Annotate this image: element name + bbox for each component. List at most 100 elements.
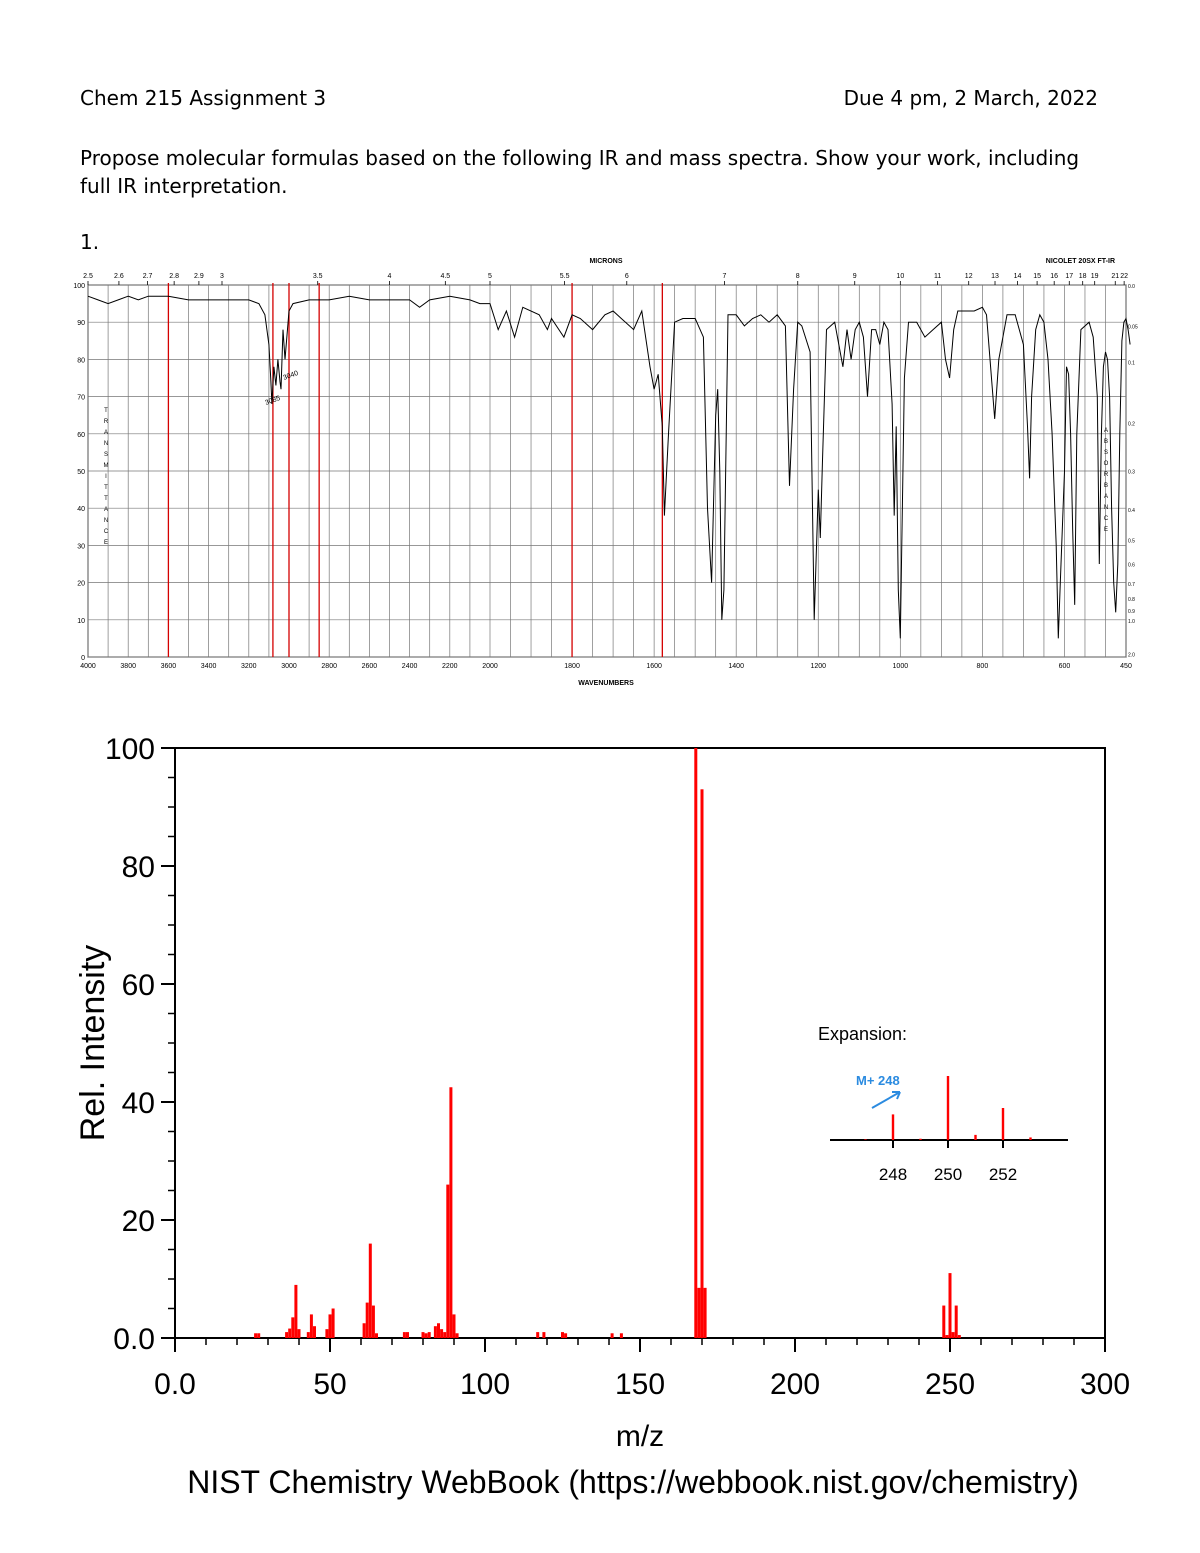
- ms-peak: [561, 1332, 564, 1338]
- ir-micron-tick-label: 4: [388, 273, 392, 280]
- ms-peak: [948, 1273, 952, 1338]
- ir-side-label-letter: C: [104, 529, 109, 535]
- ir-peak-label-3085: 3085: [264, 395, 281, 407]
- inset-peaks: [864, 1076, 1032, 1140]
- ir-wavenumber-tick-label: 3800: [120, 663, 136, 670]
- ir-wavenumber-tick-label: 800: [977, 663, 989, 670]
- ir-wavenumber-tick-label: 4000: [80, 663, 96, 670]
- ir-micron-tick-label: 22: [1120, 273, 1128, 280]
- ms-expansion-inset: Expansion: 248 250 252 M+ 248: [818, 1024, 1068, 1184]
- ir-micron-tick-label: 17: [1065, 273, 1073, 280]
- inset-tick-label: 252: [989, 1165, 1017, 1184]
- ir-micron-tick-label: 11: [934, 273, 941, 280]
- ms-x-tick-label: 250: [925, 1368, 975, 1401]
- ir-micron-tick-label: 14: [1014, 273, 1022, 280]
- ir-absorbance-tick-label: 0.05: [1128, 324, 1138, 330]
- inset-peak: [864, 1139, 867, 1140]
- ms-x-tick-label: 0.0: [154, 1368, 196, 1401]
- ms-y-tick-label: 0.0: [113, 1323, 155, 1356]
- ms-peak: [700, 789, 704, 1338]
- ir-side-label-letter: T: [104, 496, 108, 502]
- ir-micron-tick-label: 10: [896, 273, 904, 280]
- ms-peak: [306, 1332, 310, 1338]
- ir-micron-tick-label: 2.7: [143, 273, 153, 280]
- ir-wavenumber-tick-label: 450: [1120, 663, 1132, 670]
- ms-peak: [291, 1317, 295, 1338]
- ms-x-axis-label: m/z: [616, 1420, 664, 1453]
- ir-y-tick-label: 10: [77, 618, 85, 625]
- ir-side-label-letter: A: [104, 507, 108, 513]
- ir-wavenumber-tick-label: 2200: [442, 663, 458, 670]
- ms-peak: [309, 1314, 313, 1338]
- ir-side-label-letter: N: [1104, 505, 1108, 511]
- ir-micron-tick-label: 4.5: [440, 273, 450, 280]
- ir-instrument-label: NICOLET 20SX FT-IR: [1046, 258, 1115, 265]
- question-number: 1.: [80, 230, 100, 254]
- ms-peak: [433, 1326, 437, 1338]
- inset-peak: [1029, 1137, 1032, 1140]
- ms-peak: [294, 1284, 298, 1338]
- ms-source-credit: NIST Chemistry WebBook (https://webbook.…: [187, 1464, 1079, 1500]
- ms-peak: [254, 1333, 258, 1338]
- ms-peak: [375, 1333, 378, 1338]
- ir-wavenumber-tick-label: 2800: [321, 663, 337, 670]
- inset-title: Expansion:: [818, 1024, 907, 1044]
- ir-micron-tick-label: 16: [1050, 273, 1058, 280]
- ms-y-tick-label: 80: [122, 851, 155, 884]
- ir-side-label-letter: N: [104, 518, 108, 524]
- ir-peak-label-3040: 3040: [282, 370, 299, 382]
- ir-side-label-letter: N: [104, 441, 108, 447]
- inset-annotation: M+ 248: [856, 1073, 900, 1088]
- ms-peak: [424, 1333, 428, 1338]
- ir-side-label-letter: T: [104, 408, 108, 414]
- inset-tick-label: 250: [934, 1165, 962, 1184]
- ir-y-tick-label: 70: [77, 395, 85, 402]
- ir-micron-tick-label: 3: [220, 273, 224, 280]
- instructions: Propose molecular formulas based on the …: [80, 146, 1080, 198]
- ms-peak: [619, 1333, 623, 1338]
- ir-absorbance-tick-label: 0.6: [1128, 563, 1135, 569]
- ir-reference-markers: [167, 283, 663, 657]
- ir-absorbance-tick-label: 0.1: [1128, 361, 1135, 367]
- ir-micron-tick-label: 21: [1111, 273, 1119, 280]
- ir-spectrum-line: [87, 295, 1131, 639]
- ir-y-tick-label: 40: [77, 506, 85, 513]
- ir-absorbance-tick-label: 0.2: [1128, 421, 1135, 427]
- ir-wavenumber-tick-label: 2600: [362, 663, 378, 670]
- ms-peak: [536, 1332, 540, 1338]
- ms-y-tick-label: 100: [105, 733, 155, 766]
- ir-side-label-letter: S: [1104, 450, 1108, 456]
- ir-side-label-letter: R: [1104, 472, 1109, 478]
- mass-spectrum-chart: 0.0 50 100 150 200 250 300 0.0 20 40 60 80 100 Rel. …: [74, 733, 1130, 1500]
- ms-peak: [313, 1326, 316, 1338]
- ir-wavenumber-tick-label: 1800: [564, 663, 580, 670]
- ir-absorbance-tick-label: 0.0: [1128, 284, 1135, 290]
- ir-absorbance-tick-label: 1.0: [1128, 619, 1135, 625]
- ms-y-tick-label: 40: [122, 1087, 155, 1120]
- ms-peak: [945, 1335, 949, 1338]
- ir-absorbance-tick-label: 0.7: [1128, 582, 1135, 588]
- ms-peak: [703, 1287, 707, 1338]
- ms-peak: [564, 1333, 568, 1338]
- inset-peak: [891, 1114, 895, 1140]
- ir-wavenumber-tick-label: 1600: [646, 663, 662, 670]
- ir-absorbance-tick-label: 0.5: [1128, 538, 1135, 544]
- ms-x-tick-label: 50: [313, 1368, 346, 1401]
- inset-peak: [946, 1076, 950, 1140]
- ms-peak: [446, 1184, 450, 1338]
- ir-micron-tick-label: 8: [796, 273, 800, 280]
- course-title: Chem 215 Assignment 3: [80, 86, 327, 110]
- ms-y-tick-label: 60: [122, 969, 155, 1002]
- ir-micron-tick-label: 2.6: [114, 273, 124, 280]
- inset-annotation-arrow: [871, 1091, 901, 1109]
- ms-peak: [697, 1287, 701, 1338]
- ir-absorbance-tick-label: 0.8: [1128, 597, 1135, 603]
- ms-peak: [402, 1332, 406, 1338]
- ir-side-label-letter: A: [1104, 494, 1108, 500]
- ir-micron-tick-label: 6: [625, 273, 629, 280]
- ir-y-tick-label: 0: [81, 655, 85, 662]
- ms-peak: [542, 1332, 546, 1338]
- ms-x-tick-label: 300: [1080, 1368, 1130, 1401]
